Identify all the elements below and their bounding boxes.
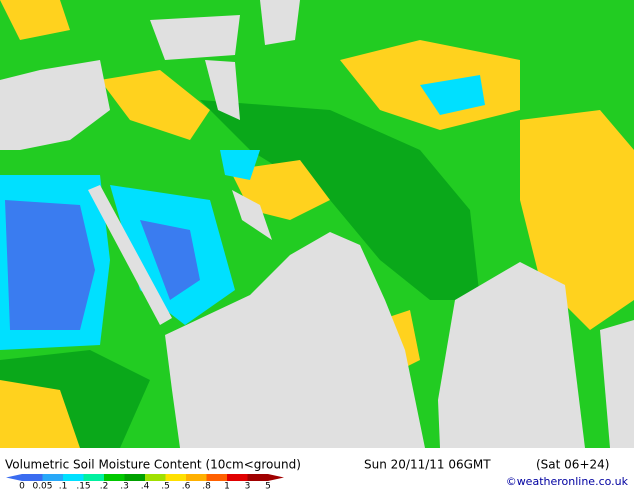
legend-swatch bbox=[63, 474, 84, 481]
legend-swatch bbox=[186, 474, 207, 481]
legend-swatch bbox=[42, 474, 63, 481]
legend-swatch bbox=[104, 474, 125, 481]
legend-swatch bbox=[124, 474, 145, 481]
legend-label: .4 bbox=[141, 482, 150, 490]
legend-label: 1 bbox=[224, 482, 230, 490]
legend-swatch bbox=[83, 474, 104, 481]
date: Sun 20/11/11 06GMT bbox=[364, 458, 491, 472]
legend-label: .6 bbox=[182, 482, 191, 490]
legend: 0 0.05 .1 .15 .2 .3 .4 .5 .6 .8 1 3 5 bbox=[6, 474, 284, 490]
legend-swatch bbox=[227, 474, 248, 481]
legend-label: .8 bbox=[202, 482, 211, 490]
legend-label: .15 bbox=[76, 482, 90, 490]
legend-arrow bbox=[6, 474, 22, 481]
legend-label: .1 bbox=[59, 482, 68, 490]
title: Volumetric Soil Moisture Content (10cm<g… bbox=[5, 458, 301, 472]
legend-swatch bbox=[165, 474, 186, 481]
legend-swatch bbox=[247, 474, 268, 481]
legend-label: .2 bbox=[100, 482, 109, 490]
very-dry-areas bbox=[5, 200, 200, 330]
forecast: (Sat 06+24) bbox=[536, 458, 609, 472]
legend-swatch bbox=[22, 474, 43, 481]
legend-label: .5 bbox=[161, 482, 170, 490]
legend-label: .3 bbox=[120, 482, 129, 490]
legend-swatch bbox=[145, 474, 166, 481]
sea bbox=[0, 0, 634, 448]
legend-label: 0.05 bbox=[32, 482, 52, 490]
legend-label: 5 bbox=[265, 482, 271, 490]
legend-label: 3 bbox=[245, 482, 251, 490]
credit: ©weatheronline.co.uk bbox=[506, 475, 629, 488]
footer bbox=[0, 448, 634, 490]
legend-swatch bbox=[206, 474, 227, 481]
legend-label: 0 bbox=[19, 482, 25, 490]
legend-arrow bbox=[268, 474, 284, 481]
